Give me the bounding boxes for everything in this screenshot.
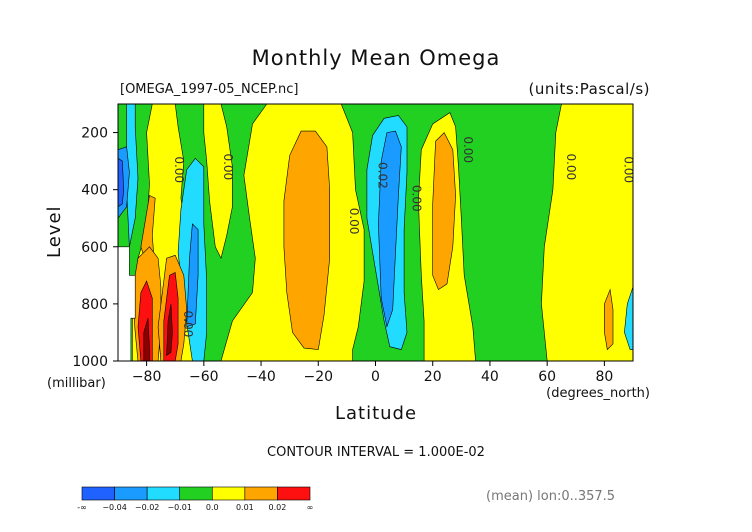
colorbar-label: ∞: [307, 503, 314, 512]
mean-info-label: (mean) lon:0..357.5: [486, 489, 616, 504]
contour-labels: 0.00 0.00 0.00 0.00 0.02 0.00 0.00 0.00 0.00: [172, 136, 635, 337]
contour-neg: [378, 130, 402, 328]
contour-label: 0.00: [410, 185, 424, 212]
units-label: (units:Pascal/s): [528, 80, 650, 98]
contour-label: 0.02: [375, 162, 389, 189]
file-label: [OMEGA_1997-05_NCEP.nc]: [120, 82, 299, 97]
x-tick-label: 80: [595, 369, 613, 385]
x-tick-label: −80: [132, 369, 162, 385]
colorbar-label: 0.02: [269, 503, 287, 512]
x-tick-label: 60: [538, 369, 556, 385]
colorbar-label: 0.0: [206, 503, 219, 512]
y-tick-label: 800: [81, 297, 108, 313]
contour-weak-pos: [541, 104, 633, 361]
contour-pos: [604, 288, 614, 351]
contour-very-strong-pos: [166, 303, 173, 356]
contour-label: 0.00: [621, 156, 635, 183]
x-tick-label: −20: [304, 369, 334, 385]
contour-weak-pos: [203, 104, 233, 260]
colorbar-swatch: [244, 486, 278, 501]
contour-strong-neg-edge: [118, 157, 125, 208]
chart-title: Monthly Mean Omega: [251, 46, 501, 70]
colorbar-label: -∞: [77, 503, 87, 512]
x-tick-label: 40: [481, 369, 499, 385]
colorbar-swatch: [211, 486, 246, 501]
y-tick-label: 200: [81, 126, 108, 142]
x-tick-label: 20: [424, 369, 442, 385]
contour-missing-region: [118, 246, 136, 361]
contour-neg: [186, 223, 199, 328]
x-axis-label: Latitude: [334, 403, 418, 424]
colorbar-swatch: [114, 486, 148, 501]
colorbar: -∞ −0.04 −0.02 −0.01 0.0 0.01 0.02 ∞: [77, 486, 314, 512]
y-axis-unit: (millibar): [47, 376, 106, 391]
contour-label: 0.00: [347, 208, 361, 235]
x-tick-label: −40: [246, 369, 276, 385]
y-tick-label: 600: [81, 240, 108, 256]
contour-label: 0.00: [221, 153, 235, 180]
colorbar-label: −0.04: [102, 503, 127, 512]
contour-fill-layer: [118, 104, 633, 361]
colorbar-label: −0.02: [135, 503, 160, 512]
contour-weak-neg-edge: [624, 286, 633, 350]
colorbar-swatch: [81, 486, 115, 501]
y-tick-label: 400: [81, 183, 108, 199]
contour-pos: [283, 130, 331, 350]
y-tick-label: 1000: [72, 354, 108, 370]
contour-pos: [432, 132, 456, 291]
contour-very-strong-pos: [143, 318, 150, 361]
colorbar-swatch: [146, 486, 181, 501]
axis-ticks: −80 −60 −40 −20 0 20 40 60 80 200 400 600 800 1000: [72, 126, 613, 385]
x-tick-label: −60: [189, 369, 219, 385]
contour-label: 0.00: [461, 136, 475, 163]
contour-label: 0.00: [564, 153, 578, 180]
contour-label: 0.00: [172, 156, 186, 183]
colorbar-label: 0.01: [236, 503, 254, 512]
contour-label: 0.00: [181, 311, 195, 338]
colorbar-swatch: [179, 486, 213, 501]
x-axis-unit: (degrees_north): [546, 386, 650, 401]
colorbar-label: −0.01: [167, 503, 192, 512]
contour-interval-label: CONTOUR INTERVAL = 1.000E-02: [267, 445, 485, 460]
colorbar-swatch: [277, 486, 311, 501]
x-tick-label: 0: [371, 369, 380, 385]
